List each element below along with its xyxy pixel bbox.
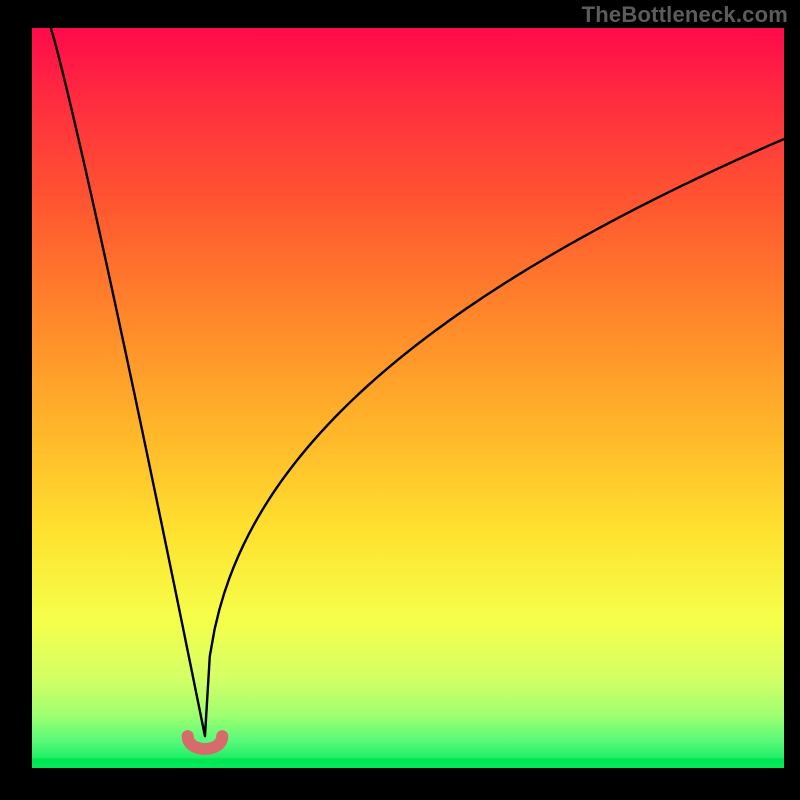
chart-frame: TheBottleneck.com	[0, 0, 800, 800]
chart-svg	[0, 0, 800, 800]
plot-background	[32, 28, 784, 768]
watermark-text: TheBottleneck.com	[582, 2, 788, 28]
